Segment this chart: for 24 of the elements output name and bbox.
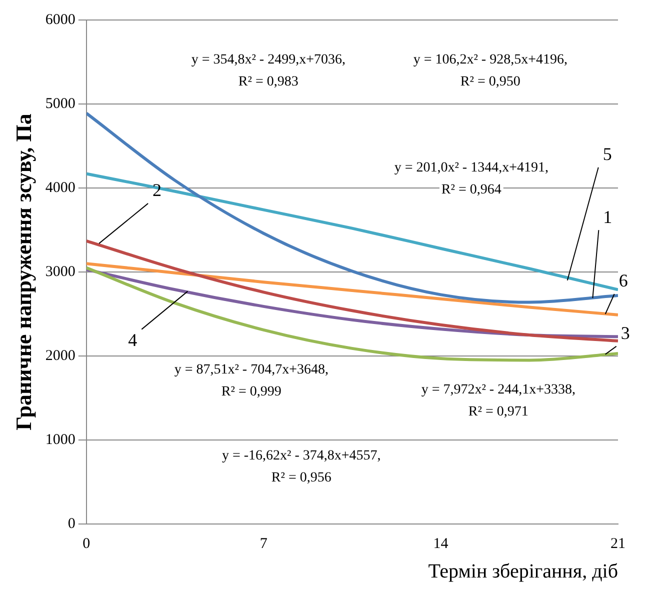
annotation: y = 106,2x² - 928,5x+4196, R² = 0,950: [413, 52, 568, 90]
x-tick-label: 0: [82, 536, 90, 552]
annotation: 3: [620, 323, 630, 344]
y-tick-label: 2000: [45, 348, 76, 364]
y-tick-label: 4000: [45, 180, 76, 196]
x-axis-title: Термін зберігання, діб: [428, 560, 618, 582]
x-tick-label: 7: [260, 536, 268, 552]
y-tick-label: 1000: [45, 432, 76, 448]
y-tick-label: 0: [68, 516, 76, 532]
annotation: 1: [603, 206, 612, 227]
annotation: 6: [618, 270, 628, 291]
annotation: 5: [602, 144, 612, 164]
annotation: y = -16,62x² - 374,8x+4557, R² = 0,956: [222, 448, 381, 486]
x-tick-label: 21: [610, 536, 626, 552]
annotation: y = 7,972x² - 244,1x+3338, R² = 0,971: [421, 382, 576, 420]
y-tick-label: 3000: [45, 264, 76, 280]
annotation: y = 87,51x² - 704,7x+3648, R² = 0,999: [174, 362, 328, 400]
annotation: y = 201,0x² - 1344,x+4191, R² = 0,964: [394, 160, 548, 198]
y-tick-label: 6000: [45, 12, 76, 28]
annotation: y = 354,8x² - 2499,x+7036, R² = 0,983: [191, 52, 346, 90]
y-axis-title: Граничне напруження зсуву, Па: [10, 114, 36, 430]
y-tick-label: 5000: [45, 96, 76, 112]
x-tick-label: 14: [433, 536, 449, 552]
annotation: 4: [128, 330, 138, 350]
